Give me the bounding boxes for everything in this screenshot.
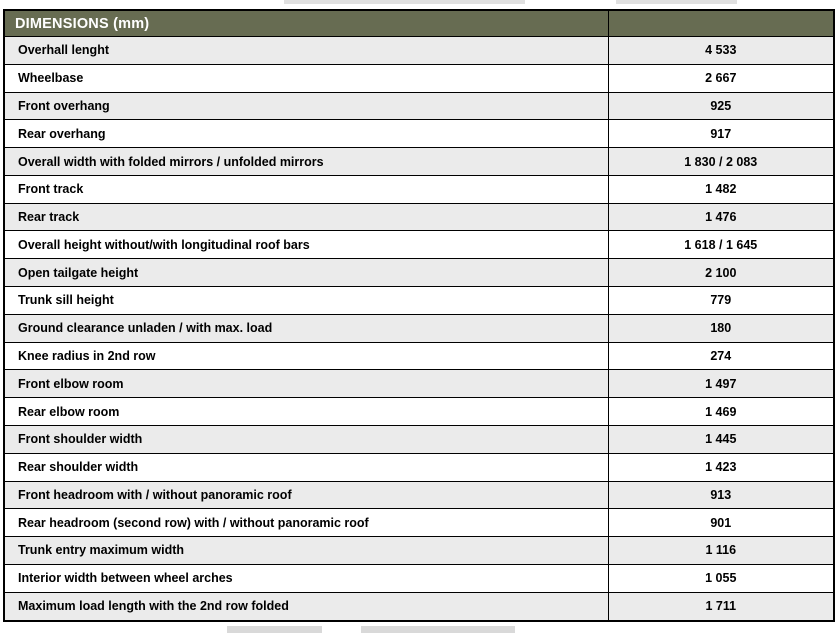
- row-value: 2 667: [607, 63, 835, 93]
- row-label: Front elbow room: [3, 369, 609, 399]
- row-label: Open tailgate height: [3, 258, 609, 288]
- dimensions-table: DIMENSIONS (mm) Overhall lenght 4 533 Whee…: [3, 9, 835, 622]
- table-title: DIMENSIONS (mm): [3, 9, 609, 37]
- row-value: 4 533: [607, 36, 835, 65]
- table-value-header: [607, 9, 835, 37]
- row-label: Overhall lenght: [3, 36, 609, 65]
- row-label: Front overhang: [3, 91, 609, 121]
- table-row: Rear headroom (second row) with / withou…: [3, 508, 835, 538]
- row-label: Ground clearance unladen / with max. loa…: [3, 313, 609, 343]
- row-label: Knee radius in 2nd row: [3, 341, 609, 371]
- row-label: Wheelbase: [3, 63, 609, 93]
- row-value: 180: [607, 313, 835, 343]
- table-row: Rear overhang 917: [3, 119, 835, 149]
- table-row: Front headroom with / without panoramic …: [3, 480, 835, 510]
- table-row: Wheelbase 2 667: [3, 63, 835, 93]
- row-label: Maximum load length with the 2nd row fol…: [3, 591, 609, 622]
- row-label: Rear headroom (second row) with / withou…: [3, 508, 609, 538]
- table-row: Maximum load length with the 2nd row fol…: [3, 591, 835, 622]
- header-row: DIMENSIONS (mm): [3, 9, 835, 37]
- page-edge-artifact: [616, 0, 737, 4]
- row-label: Overall width with folded mirrors / unfo…: [3, 147, 609, 176]
- table-row: Rear shoulder width 1 423: [3, 452, 835, 482]
- table-row: Front overhang 925: [3, 91, 835, 121]
- row-value: 1 497: [607, 369, 835, 399]
- row-value: 1 830 / 2 083: [607, 147, 835, 176]
- table-row: Overhall lenght 4 533: [3, 36, 835, 65]
- row-value: 1 482: [607, 174, 835, 204]
- row-value: 1 711: [607, 591, 835, 622]
- row-value: 917: [607, 119, 835, 149]
- row-label: Trunk sill height: [3, 286, 609, 315]
- row-label: Front track: [3, 174, 609, 204]
- row-label: Rear elbow room: [3, 397, 609, 426]
- row-label: Interior width between wheel arches: [3, 563, 609, 593]
- row-label: Trunk entry maximum width: [3, 536, 609, 565]
- row-value: 1 476: [607, 202, 835, 232]
- row-value: 2 100: [607, 258, 835, 288]
- table-row: Open tailgate height 2 100: [3, 258, 835, 288]
- table-row: Overall width with folded mirrors / unfo…: [3, 147, 835, 176]
- row-value: 1 445: [607, 424, 835, 454]
- page-edge-artifact: [361, 626, 515, 633]
- row-label: Front shoulder width: [3, 424, 609, 454]
- page-edge-artifact: [284, 0, 525, 4]
- row-value: 913: [607, 480, 835, 510]
- table-row: Knee radius in 2nd row 274: [3, 341, 835, 371]
- row-value: 1 618 / 1 645: [607, 230, 835, 260]
- row-label: Rear overhang: [3, 119, 609, 149]
- table-row: Trunk sill height 779: [3, 286, 835, 315]
- row-value: 925: [607, 91, 835, 121]
- row-value: 1 469: [607, 397, 835, 426]
- row-value: 1 423: [607, 452, 835, 482]
- row-label: Overall height without/with longitudinal…: [3, 230, 609, 260]
- row-value: 1 116: [607, 536, 835, 565]
- row-label: Rear shoulder width: [3, 452, 609, 482]
- row-value: 274: [607, 341, 835, 371]
- row-value: 779: [607, 286, 835, 315]
- table-row: Interior width between wheel arches 1 055: [3, 563, 835, 593]
- row-value: 1 055: [607, 563, 835, 593]
- dimensions-table-body: Overhall lenght 4 533 Wheelbase 2 667 Front …: [3, 36, 835, 622]
- table-row: Rear track 1 476: [3, 202, 835, 232]
- table-row: Trunk entry maximum width 1 116: [3, 536, 835, 565]
- table-row: Rear elbow room 1 469: [3, 397, 835, 426]
- table-row: Front track 1 482: [3, 174, 835, 204]
- row-label: Front headroom with / without panoramic …: [3, 480, 609, 510]
- table-row: Front elbow room 1 497: [3, 369, 835, 399]
- dimensions-table-header: DIMENSIONS (mm): [3, 9, 835, 37]
- table-row: Overall height without/with longitudinal…: [3, 230, 835, 260]
- table-row: Front shoulder width 1 445: [3, 424, 835, 454]
- table-row: Ground clearance unladen / with max. loa…: [3, 313, 835, 343]
- page-edge-artifact: [227, 626, 322, 633]
- row-label: Rear track: [3, 202, 609, 232]
- row-value: 901: [607, 508, 835, 538]
